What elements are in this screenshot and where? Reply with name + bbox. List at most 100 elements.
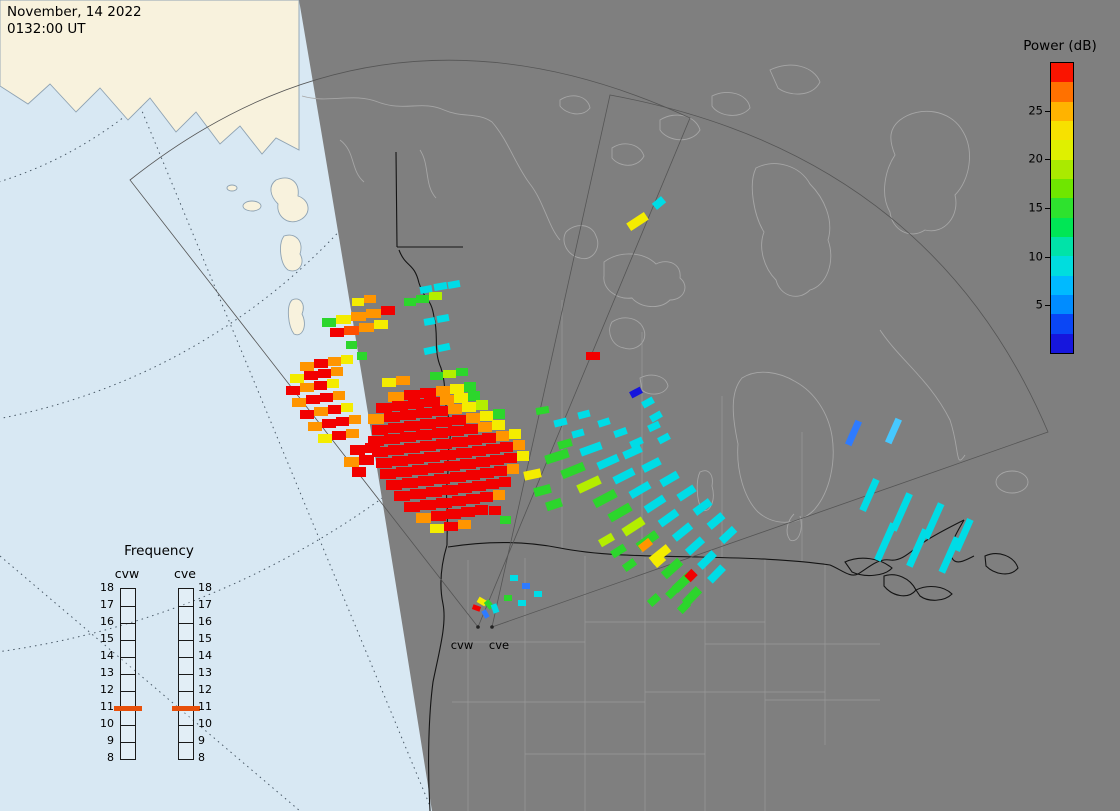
- radar-fov: [129, 59, 1049, 629]
- radar-cell: [416, 295, 429, 303]
- radar-cell: [341, 355, 353, 364]
- colorbar-tick-label: 25: [1028, 102, 1043, 117]
- peninsula: [280, 234, 303, 272]
- radar-cell: [509, 429, 521, 439]
- radar-cell: [382, 378, 396, 387]
- radar-cell: [352, 467, 366, 477]
- time-text: 0132:00 UT: [7, 21, 86, 37]
- frequency-tick-label: 17: [198, 598, 212, 611]
- radar-cell: [456, 368, 468, 376]
- radar-cell: [466, 494, 480, 504]
- radar-cell: [446, 509, 461, 519]
- radar-cell: [626, 212, 649, 231]
- frequency-ladder-line: [179, 742, 193, 743]
- radar-cell: [346, 341, 357, 349]
- radar-cell: [314, 359, 328, 368]
- island-outline: [563, 225, 599, 260]
- frequency-tick-label: 9: [198, 734, 205, 747]
- frequency-tick-label: 18: [100, 581, 114, 594]
- graticule-meridian: [95, 0, 431, 807]
- radar-cell: [557, 438, 573, 450]
- radar-cell: [490, 455, 504, 465]
- radar-cell: [486, 444, 500, 454]
- radar-cell: [472, 446, 486, 456]
- radar-cell: [336, 315, 351, 324]
- great-bear-lake: [609, 317, 646, 350]
- radar-cell: [676, 484, 697, 502]
- radar-cell: [533, 483, 552, 498]
- radar-cell: [426, 487, 442, 497]
- radar-cell: [388, 445, 404, 455]
- radar-cell: [461, 507, 475, 517]
- radar-cell: [286, 386, 300, 395]
- radar-cell: [314, 381, 327, 390]
- radar-cell: [392, 401, 408, 411]
- radar-cell: [392, 456, 408, 466]
- radar-cell: [657, 508, 680, 528]
- radar-cell: [629, 436, 644, 449]
- radar-cell: [651, 554, 667, 568]
- radar-cell: [545, 497, 563, 512]
- radar-cell: [890, 492, 913, 532]
- radar-cell: [643, 494, 667, 514]
- radar-cell: [442, 485, 458, 495]
- frequency-ladder-line: [179, 623, 193, 624]
- frequency-ladder-line: [179, 640, 193, 641]
- radar-cell: [368, 436, 384, 446]
- radar-cell: [607, 502, 633, 523]
- radar-cell: [440, 450, 456, 460]
- radar-cell: [458, 520, 471, 529]
- radar-cell: [419, 285, 433, 294]
- radar-cell: [306, 395, 320, 404]
- radar-cell: [456, 448, 472, 458]
- radar-cell: [428, 463, 444, 473]
- radar-cell: [429, 292, 442, 300]
- radar-cell: [482, 433, 496, 443]
- radar-cell: [535, 405, 550, 416]
- radar-cell: [522, 583, 530, 589]
- coastal-strip: [287, 298, 305, 336]
- frequency-tick-label: 16: [198, 615, 212, 628]
- radar-cell: [433, 281, 448, 292]
- date-text: November, 14 2022: [7, 4, 142, 20]
- radar-cell: [466, 413, 480, 423]
- radar-cell: [492, 420, 505, 430]
- radar-cell: [404, 298, 416, 306]
- frequency-ladder-line: [121, 657, 135, 658]
- radar-cell: [480, 411, 493, 421]
- radar-cell: [468, 391, 480, 401]
- radar-cell: [376, 403, 392, 413]
- radar-cell: [424, 452, 440, 462]
- frequency-ladder-line: [179, 691, 193, 692]
- radar-cell: [598, 532, 615, 548]
- frequency-marker: [114, 706, 142, 711]
- radar-cell: [478, 422, 492, 432]
- alaska-landmass: [0, 0, 300, 155]
- newfoundland: [995, 470, 1029, 494]
- radar-cell: [450, 472, 466, 482]
- frequency-tick-label: 12: [198, 683, 212, 696]
- colorbar-title: Power (dB): [1023, 38, 1097, 54]
- radar-cell: [597, 417, 611, 428]
- radar-cell: [300, 362, 314, 371]
- radar-cell: [874, 522, 897, 562]
- radar-cell: [420, 388, 436, 398]
- radar-cell: [384, 412, 400, 422]
- radar-cell: [436, 498, 452, 508]
- island-outline: [603, 253, 686, 307]
- radar-cell: [621, 557, 638, 573]
- radar-cell: [493, 490, 505, 500]
- radar-cell: [381, 306, 395, 315]
- radar-cell: [560, 461, 586, 480]
- radar-fov-cve: [491, 94, 1049, 628]
- radar-cell: [500, 516, 511, 524]
- frequency-ladder-line: [121, 691, 135, 692]
- island-outline: [711, 92, 751, 116]
- island-outline: [884, 110, 970, 235]
- geo-outlines: [301, 64, 1029, 542]
- island: [242, 200, 262, 212]
- radar-cell: [359, 455, 374, 465]
- nova-scotia: [984, 553, 1019, 575]
- colorbar-segment: [1051, 101, 1073, 121]
